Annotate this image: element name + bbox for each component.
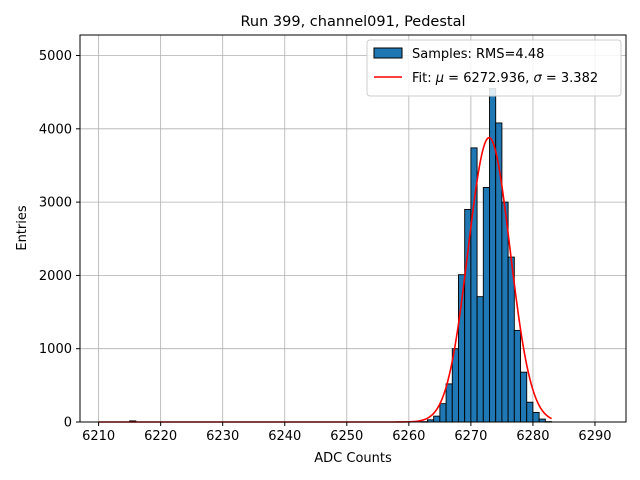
x-tick-label: 6260 — [392, 429, 425, 444]
histogram-bar — [526, 401, 534, 423]
y-tick-label: 4000 — [39, 122, 72, 137]
histogram-bar — [476, 296, 484, 423]
y-axis-label: Entries — [15, 205, 30, 251]
legend-fit-label: Fit: μ = 6272.936, σ = 3.382 — [412, 71, 598, 86]
histogram-bar — [501, 201, 509, 423]
plot-frame — [79, 34, 627, 423]
histogram-bar — [513, 329, 521, 423]
histogram-bar — [464, 208, 472, 423]
histogram-bar — [532, 412, 540, 423]
x-tick-label: 6280 — [516, 429, 549, 444]
x-axis-label: ADC Counts — [314, 451, 392, 466]
y-tick-label: 1000 — [39, 342, 72, 357]
y-tick-label: 2000 — [39, 269, 72, 284]
legend: Samples: RMS=4.48 Fit: μ = 6272.936, σ =… — [366, 39, 622, 97]
y-tick-label: 5000 — [39, 49, 72, 64]
legend-fit-mu-symbol: μ — [435, 71, 444, 86]
x-tick-label: 6290 — [578, 429, 611, 444]
x-tick-label: 6220 — [144, 429, 177, 444]
x-tick-label: 6230 — [206, 429, 239, 444]
legend-box — [366, 39, 622, 97]
legend-histogram-swatch — [373, 47, 403, 59]
x-tick-label: 6210 — [82, 429, 115, 444]
grid — [80, 35, 626, 423]
chart-title: Run 399, channel091, Pedestal — [240, 14, 465, 30]
histogram-bar — [445, 383, 453, 423]
histogram-bar — [433, 415, 441, 423]
legend-fit-mu-value: = 6272.936, — [444, 71, 533, 86]
legend-histogram-label: Samples: RMS=4.48 — [412, 47, 544, 62]
legend-fit-sigma-value: = 3.382 — [542, 71, 598, 86]
x-tick-label: 6250 — [330, 429, 363, 444]
y-axis-ticks: 0 1000 2000 3000 4000 5000 — [39, 49, 80, 431]
legend-fit-sigma-symbol: σ — [534, 71, 543, 86]
histogram-bars — [129, 88, 552, 423]
x-axis-ticks: 6210 6220 6230 6240 6250 6260 6270 6280 6290 — [82, 422, 612, 444]
histogram-bar — [520, 371, 528, 423]
legend-fit-prefix: Fit: — [412, 71, 436, 86]
histogram-bar — [482, 187, 490, 423]
y-tick-label: 3000 — [39, 196, 72, 211]
histogram-bar — [439, 403, 447, 423]
y-tick-label: 0 — [64, 416, 72, 431]
x-tick-label: 6270 — [454, 429, 487, 444]
x-tick-label: 6240 — [268, 429, 301, 444]
